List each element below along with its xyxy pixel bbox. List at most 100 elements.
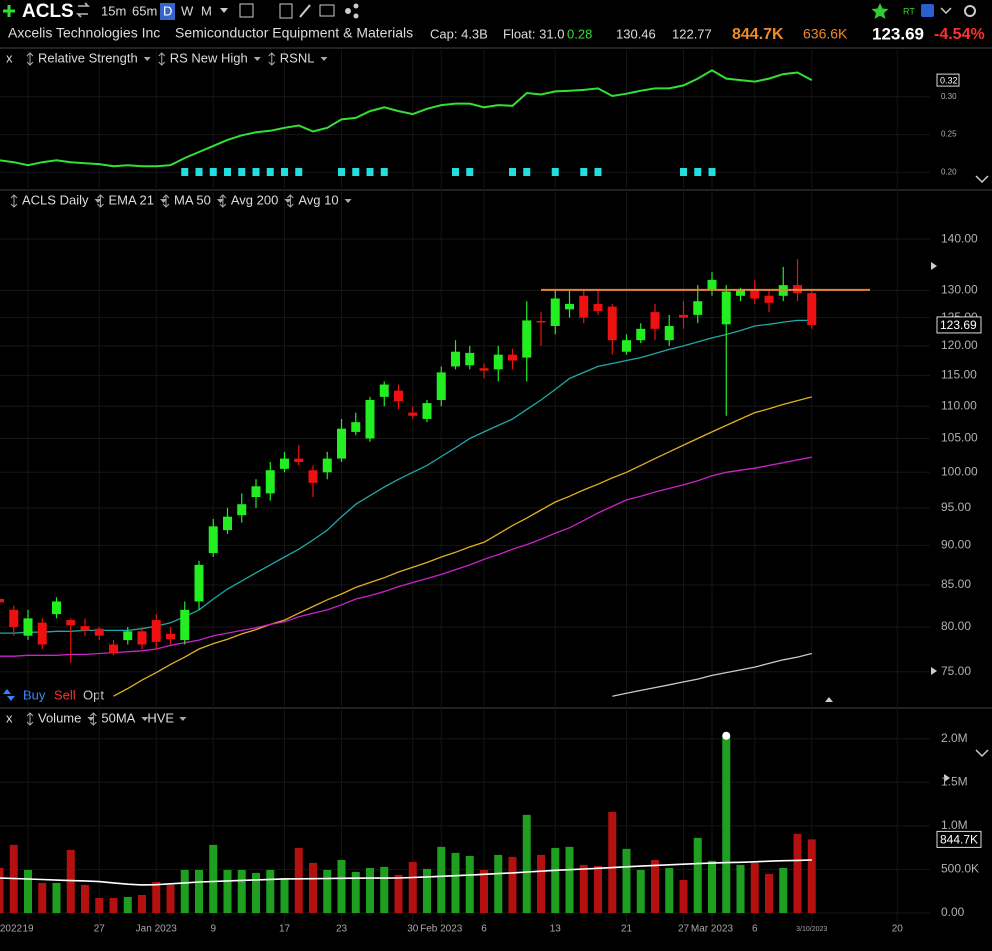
x-tick-label: 9	[210, 924, 216, 935]
legend-label[interactable]: ACLS Daily	[22, 192, 89, 207]
volume-bar	[722, 735, 731, 913]
volume-bar	[66, 849, 75, 913]
legend-label[interactable]: RS New High	[170, 50, 248, 65]
y-tick-label: 0.20	[941, 167, 957, 176]
volume-bar	[807, 839, 816, 913]
volume-bar	[651, 859, 659, 913]
interval[interactable]: 65m	[132, 3, 157, 18]
rs-new-high-marker	[523, 168, 531, 176]
candle-body	[436, 372, 446, 400]
candle-body	[622, 340, 631, 352]
interval[interactable]: W	[181, 3, 194, 18]
legend-dropdown[interactable]	[143, 57, 151, 61]
s-icon[interactable]	[921, 4, 934, 17]
add-icon[interactable]	[3, 5, 15, 17]
interval[interactable]: D	[163, 3, 172, 18]
scroll-arrow[interactable]	[825, 697, 833, 702]
legend-label[interactable]: 50MA	[101, 710, 135, 725]
trade-icon	[3, 689, 15, 701]
layout-icon[interactable]	[239, 3, 254, 18]
legend-dropdown[interactable]	[253, 57, 261, 61]
legend-dropdown[interactable]	[344, 199, 352, 203]
alert-icon[interactable]	[319, 4, 335, 17]
hve-marker	[722, 731, 731, 740]
options-button[interactable]: Opt	[83, 687, 104, 702]
axis-arrow	[931, 262, 937, 270]
close-button[interactable]: x	[6, 50, 13, 65]
candle-body	[66, 620, 76, 626]
candle-body	[365, 399, 375, 439]
legend-label[interactable]: Avg 10	[298, 192, 338, 207]
y-tick-label: 0.00	[941, 905, 965, 919]
interval-dropdown[interactable]	[220, 8, 228, 13]
legend-label[interactable]: Avg 200	[231, 192, 278, 207]
rs-new-high-marker	[281, 168, 288, 176]
rs-new-high-marker	[338, 168, 345, 176]
legend-dropdown[interactable]	[94, 199, 102, 203]
calc-icon[interactable]	[279, 3, 293, 19]
share-icon[interactable]	[345, 8, 351, 14]
menu-icon[interactable]	[940, 7, 952, 15]
candle-body	[807, 293, 817, 325]
rs-new-high-marker	[580, 168, 588, 176]
legend-dropdown[interactable]	[179, 717, 187, 721]
candle-body	[208, 526, 218, 554]
y-tick-label: 2.0M	[941, 731, 968, 745]
candle-body	[593, 303, 603, 312]
close-button[interactable]: x	[6, 710, 13, 725]
volume-bar	[166, 884, 175, 913]
float: Float: 31.0	[503, 26, 564, 41]
legend-dropdown[interactable]	[160, 199, 167, 203]
legend-label[interactable]: EMA 21	[108, 192, 154, 207]
rs-new-high-marker	[295, 168, 303, 176]
last-value-box	[936, 830, 982, 848]
symbol[interactable]: ACLS	[22, 1, 74, 22]
settings-icon[interactable]	[964, 5, 976, 17]
candle-body	[151, 620, 161, 642]
stat: 844.7K	[732, 26, 784, 43]
candle-body	[408, 412, 418, 416]
y-tick-label: 90.00	[941, 538, 971, 552]
legend-dropdown[interactable]	[284, 199, 292, 203]
expand-icon[interactable]	[975, 175, 989, 184]
legend-label[interactable]: Volume	[38, 710, 81, 725]
sell-button[interactable]: Sell	[54, 687, 76, 702]
candle-body	[422, 403, 432, 419]
volume-bar	[693, 837, 702, 913]
interval[interactable]: 15m	[101, 3, 126, 18]
volume-bar	[394, 874, 403, 913]
legend-label[interactable]: MA 50	[174, 192, 211, 207]
volume-bar	[138, 894, 146, 913]
legend-handle	[162, 194, 170, 208]
interval[interactable]: M	[201, 3, 212, 18]
sync-icon[interactable]	[76, 2, 90, 18]
legend-dropdown[interactable]	[216, 199, 224, 203]
buy-button[interactable]: Buy	[23, 687, 46, 702]
axis-arrow	[931, 667, 937, 675]
legend-dropdown[interactable]	[87, 717, 95, 721]
y-tick-label: 140.00	[941, 231, 978, 245]
last-value-label: 123.69	[940, 318, 977, 332]
legend-dropdown[interactable]	[320, 57, 328, 61]
legend-label[interactable]: RSNL	[280, 50, 315, 65]
draw-icon[interactable]	[299, 4, 311, 18]
rs-new-high-marker	[694, 168, 702, 176]
axis-arrow	[944, 774, 950, 782]
stat: 130.46	[616, 26, 656, 41]
star-icon[interactable]	[871, 3, 889, 19]
legend-dropdown[interactable]	[141, 717, 149, 721]
rs-new-high-marker	[266, 168, 274, 176]
legend-label[interactable]: Relative Strength	[38, 50, 138, 65]
expand-icon[interactable]	[975, 749, 989, 758]
legend-label[interactable]: HVE	[147, 710, 174, 725]
candle-body	[251, 486, 261, 497]
volume-average-line	[0, 859, 812, 886]
candle-body	[693, 301, 703, 315]
toolbar: ACLS 15m 65m D W M RT	[3, 1, 976, 22]
rs-new-high-marker	[352, 168, 360, 176]
rt-icon[interactable]: RT	[903, 6, 915, 16]
rs-new-high-marker	[224, 168, 231, 176]
volume-bar	[465, 855, 474, 913]
